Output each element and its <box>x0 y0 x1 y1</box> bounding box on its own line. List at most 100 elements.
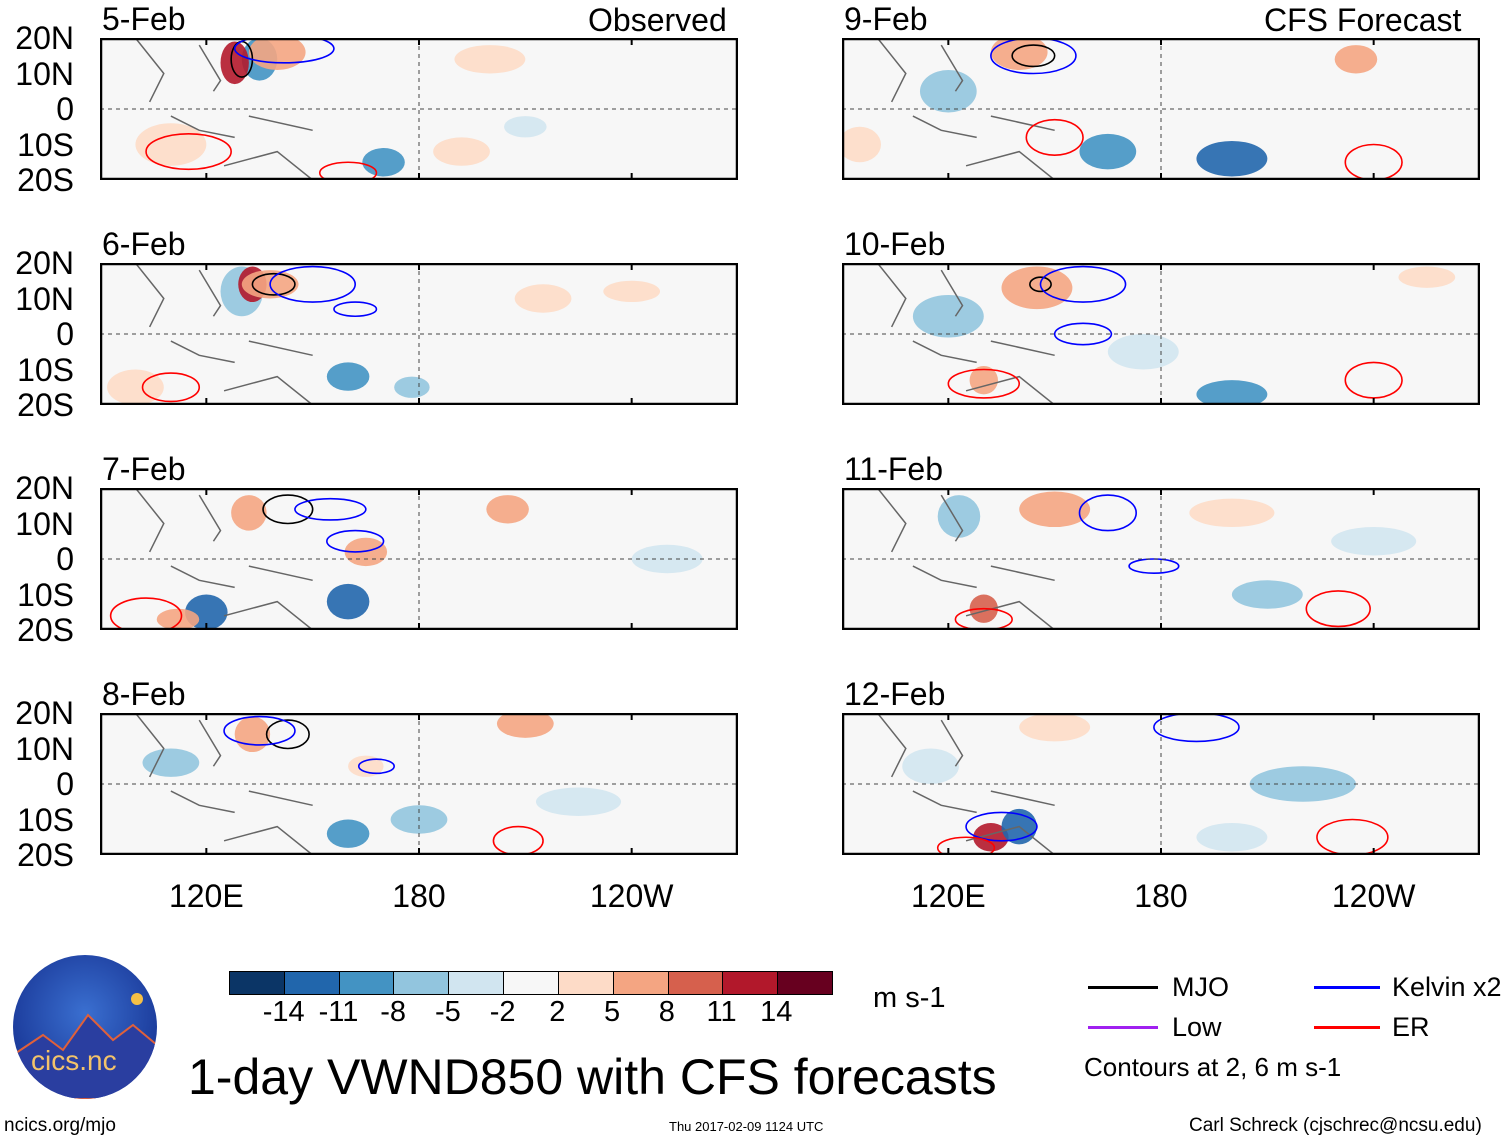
colorbar-swatch <box>722 972 778 994</box>
colorbar-swatch <box>777 972 832 994</box>
contour-er <box>1344 143 1403 180</box>
anomaly-blob <box>326 583 370 620</box>
footer-timestamp: Thu 2017-02-09 1124 UTC <box>669 1119 824 1134</box>
colorbar-tick-label: -2 <box>489 996 516 1028</box>
y-tick-label: 10S <box>17 351 74 388</box>
anomaly-blob <box>1189 498 1275 528</box>
anomaly-blob <box>1001 266 1073 310</box>
anomaly-blob <box>937 495 981 538</box>
anomaly-blob <box>919 69 977 113</box>
map-panel <box>842 263 1480 405</box>
y-tick-label: 0 <box>56 541 74 577</box>
legend-label-low: Low <box>1172 1012 1222 1042</box>
contour-note: Contours at 2, 6 m s-1 <box>1084 1052 1342 1082</box>
colorbar-tick-label: -14 <box>262 996 305 1028</box>
colorbar-units: m s-1 <box>873 982 946 1014</box>
coastline <box>876 488 1056 630</box>
anomaly-blob <box>1196 823 1268 852</box>
colorbar-swatch <box>230 972 284 994</box>
footer-url[interactable]: ncics.org/mjo <box>4 1115 116 1136</box>
colorbar-tick-label: -5 <box>435 996 461 1028</box>
anomaly-blob <box>362 148 405 177</box>
anomaly-blob <box>902 748 959 784</box>
contour-mjo <box>1029 276 1052 293</box>
contour-kelvin <box>223 715 296 746</box>
map-panel <box>842 488 1480 630</box>
anomaly-blob <box>348 755 384 777</box>
contour-er <box>936 836 996 855</box>
coastline <box>134 38 314 180</box>
contour-er <box>492 825 544 855</box>
anomaly-blob <box>1107 334 1179 370</box>
anomaly-blob <box>1334 45 1378 74</box>
colorbar-swatch <box>667 972 723 994</box>
legend-line-low <box>1088 1026 1158 1029</box>
y-tick-label: 20N <box>15 695 74 731</box>
contour-mjo <box>251 272 296 296</box>
contour-mjo <box>262 494 314 525</box>
anomaly-blob <box>514 284 572 313</box>
coastline <box>134 488 314 630</box>
y-tick-label: 20S <box>17 837 74 873</box>
contour-er <box>318 161 378 180</box>
y-tick-label: 20N <box>15 20 74 56</box>
anomaly-blob <box>504 116 547 138</box>
logo-text: cics.nc <box>31 1045 117 1076</box>
colorbar-tick-label: 11 <box>706 996 737 1028</box>
panel-title: 12-Feb <box>844 676 946 712</box>
coastline <box>876 38 1056 180</box>
colorbar-swatch <box>503 972 558 994</box>
anomaly-blob <box>486 495 529 524</box>
panel-frame <box>842 488 1480 630</box>
anomaly-blob <box>231 495 267 531</box>
contour-kelvin <box>1153 713 1240 743</box>
contour-kelvin <box>294 497 367 521</box>
main-title: 1-day VWND850 with CFS forecasts <box>188 1049 997 1105</box>
anomaly-blob <box>1231 580 1303 609</box>
contour-er <box>145 133 232 171</box>
panel-title: 7-Feb <box>102 451 186 487</box>
anomaly-blob <box>1398 266 1456 288</box>
contour-kelvin <box>990 38 1077 75</box>
y-tick-label: 10S <box>17 126 74 163</box>
anomaly-blob <box>433 137 490 166</box>
colorbar-tick-label: 2 <box>549 996 566 1028</box>
anomaly-blob <box>631 544 703 574</box>
coastline <box>134 713 314 855</box>
coastline <box>876 263 1056 405</box>
legend-line-er <box>1314 1026 1380 1029</box>
panel-title: 8-Feb <box>102 676 186 712</box>
contour-er <box>954 607 1013 630</box>
contour-kelvin <box>1078 494 1137 532</box>
map-panel <box>842 38 1480 180</box>
y-tick-label: 10N <box>15 505 74 542</box>
anomaly-blob <box>454 45 526 74</box>
anomaly-blob <box>135 123 207 166</box>
contour-kelvin <box>326 529 385 553</box>
anomaly-blob <box>326 362 370 391</box>
panel-frame <box>842 713 1480 855</box>
y-tick-label: 10N <box>15 55 74 92</box>
x-tick-label: 120W <box>589 878 674 914</box>
anomaly-blob <box>220 41 249 85</box>
anomaly-blob <box>842 126 881 163</box>
panel-title: 6-Feb <box>102 226 186 262</box>
panel-title: 11-Feb <box>844 451 944 487</box>
anomaly-blob <box>1196 380 1268 405</box>
colorbar-swatch <box>448 972 504 994</box>
contour-er <box>141 372 201 403</box>
contour-mjo <box>1011 44 1056 68</box>
anomaly-blob <box>1019 491 1091 528</box>
colorbar-tick-label: 14 <box>760 996 793 1028</box>
panel-frame <box>100 263 738 405</box>
colorbar-tick-label: 8 <box>658 996 675 1028</box>
x-tick-label: 120W <box>1331 878 1416 914</box>
colorbar-swatch <box>557 972 613 994</box>
y-tick-label: 10N <box>15 730 74 767</box>
anomaly-blob <box>1249 766 1356 802</box>
anomaly-blob <box>234 716 271 753</box>
contour-kelvin <box>1039 265 1127 303</box>
map-panel <box>100 38 738 180</box>
y-tick-label: 10S <box>17 801 74 838</box>
legend-label-mjo: MJO <box>1172 972 1229 1002</box>
